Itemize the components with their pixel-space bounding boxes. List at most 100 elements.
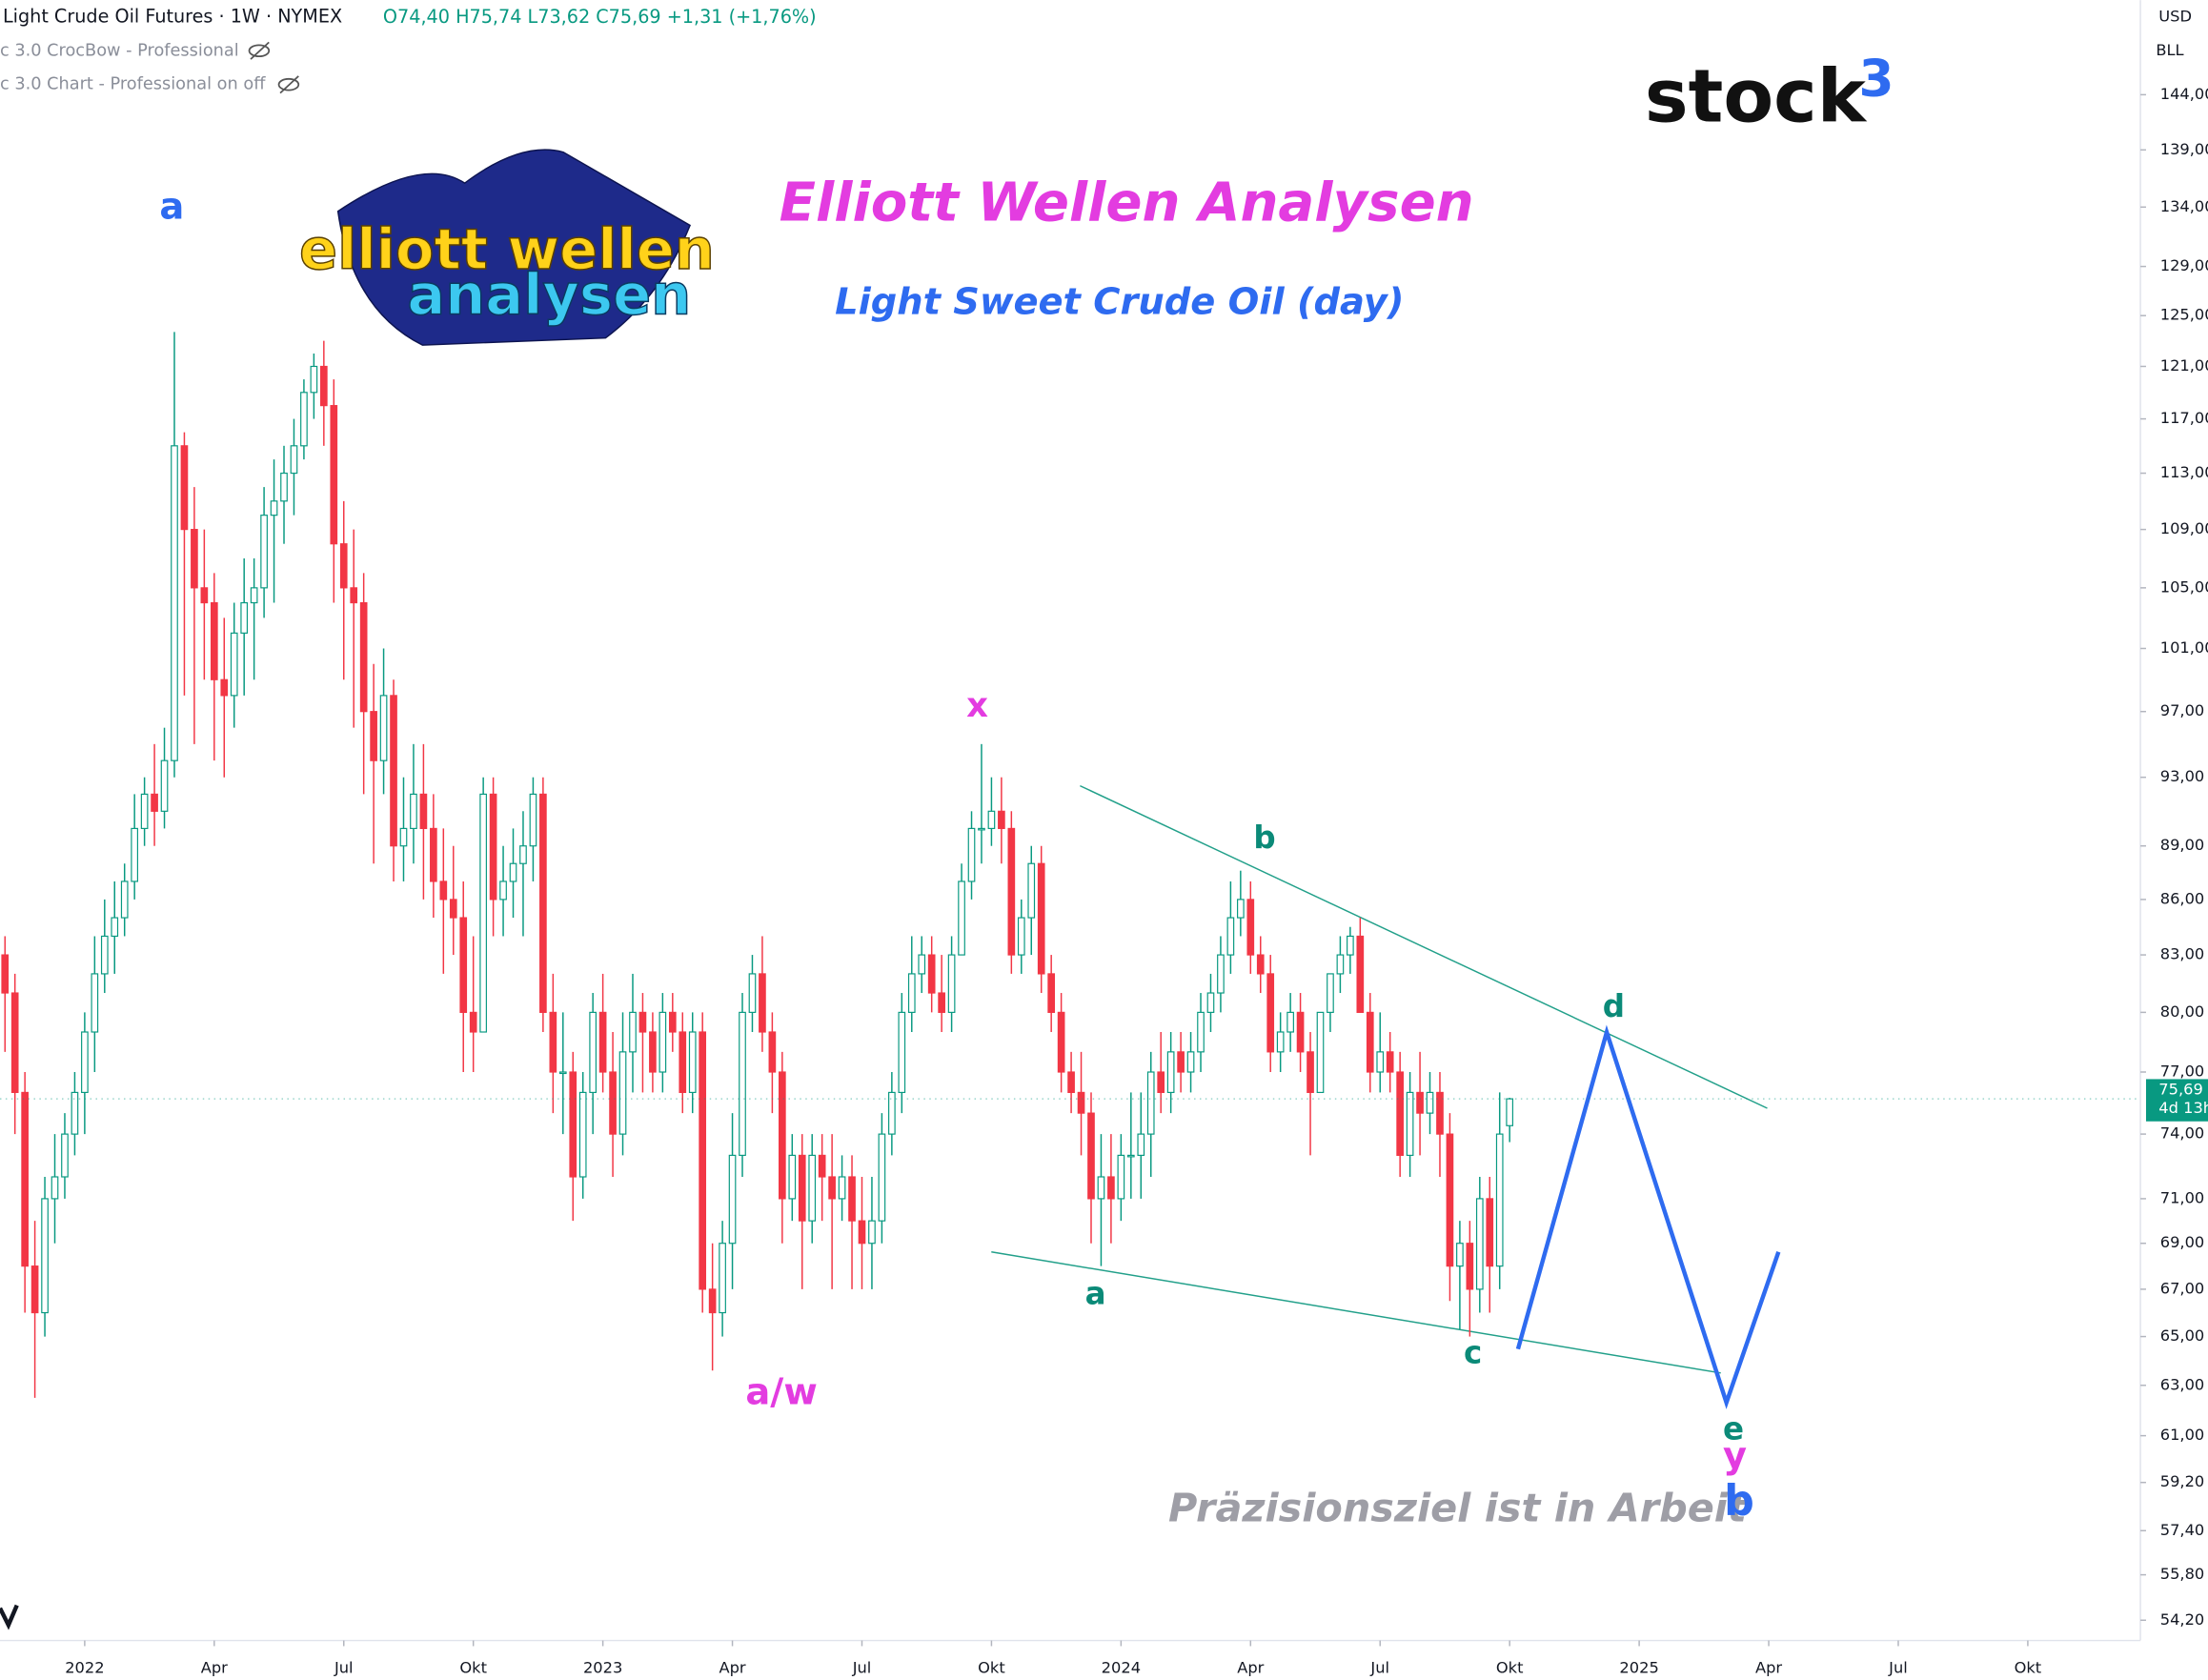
candle-body: [61, 1133, 69, 1178]
candle-body: [350, 587, 358, 604]
wave-label: c: [1464, 1335, 1482, 1371]
candle-body: [459, 917, 468, 1013]
candle-body: [878, 1133, 886, 1222]
candle-body: [1186, 1051, 1195, 1073]
candle-body: [410, 793, 417, 830]
x-tick-label: Apr: [1237, 1659, 1264, 1677]
wave-label: x: [966, 686, 988, 725]
unit[interactable]: BLL: [2156, 41, 2183, 59]
candle-body: [370, 711, 377, 761]
candle-body: [469, 1011, 477, 1033]
candle-body: [1307, 1051, 1314, 1094]
candle-body: [638, 1011, 647, 1033]
y-tick-label: 139,00: [2160, 140, 2208, 158]
candle-body: [210, 601, 218, 680]
x-tick-label: Jul: [1888, 1659, 1908, 1677]
candle-body: [1177, 1051, 1185, 1073]
candle-body: [280, 472, 288, 502]
currency[interactable]: USD: [2158, 7, 2192, 25]
x-tick-label: Okt: [2015, 1659, 2042, 1677]
candle-body: [898, 1011, 906, 1094]
close: C75,69: [596, 5, 660, 27]
candle-body: [171, 445, 178, 761]
y-tick-label: 74,00: [2160, 1124, 2205, 1143]
candle-body: [1097, 1176, 1105, 1200]
y-tick-label: 83,00: [2160, 945, 2205, 963]
candle-body: [818, 1154, 826, 1178]
candle-body: [529, 793, 537, 847]
candle-body: [1107, 1176, 1115, 1200]
candle-body: [589, 1011, 597, 1094]
y-tick-label: 117,00: [2160, 409, 2208, 427]
candle-body: [848, 1176, 856, 1222]
candle-body: [947, 954, 956, 1013]
candle-body: [668, 1011, 677, 1033]
candle-body: [1475, 1198, 1484, 1290]
x-tick-label: Jul: [1369, 1659, 1389, 1677]
candle-body: [1217, 954, 1225, 994]
y-tick-label: 93,00: [2160, 767, 2205, 785]
marks: [1, 332, 1514, 1398]
candle-body: [858, 1220, 866, 1245]
candle-body: [938, 992, 945, 1013]
candle-body: [390, 695, 397, 847]
candle-body: [1246, 899, 1255, 956]
candle-body: [1386, 1051, 1394, 1073]
candle-body: [1406, 1091, 1414, 1156]
candle-body: [978, 827, 985, 831]
note: Präzisionsziel ist in Arbeit: [1168, 1486, 1749, 1531]
candle-body: [330, 405, 338, 545]
candle-body: [270, 500, 278, 516]
candle-body: [888, 1091, 896, 1135]
x-tick-label: Apr: [201, 1659, 228, 1677]
y-tick-label: 125,00: [2160, 306, 2208, 324]
candle-body: [230, 632, 238, 697]
candle-body: [151, 793, 158, 812]
candle-body: [838, 1176, 846, 1200]
countdown: 4d 13h: [2158, 1099, 2208, 1117]
candle-body: [1067, 1071, 1075, 1094]
wave-label: a: [1085, 1276, 1106, 1312]
candle-body: [1495, 1133, 1504, 1267]
candle-body: [220, 678, 229, 697]
candle-body: [549, 1011, 557, 1073]
candle-body: [759, 973, 766, 1033]
y-tick-label: 121,00: [2160, 356, 2208, 374]
wave-label: a: [159, 185, 184, 228]
candle-body: [679, 1031, 687, 1094]
x-tick-label: 2022: [65, 1659, 104, 1677]
candle-body: [250, 587, 258, 604]
indicator: c 3.0 CrocBow - Professional: [0, 41, 239, 60]
high: H75,74: [456, 5, 521, 27]
candle-body: [569, 1071, 577, 1178]
y-tick-label: 65,00: [2160, 1326, 2205, 1345]
candle-body: [649, 1031, 657, 1073]
candle-body: [419, 793, 428, 830]
projection: [1515, 1024, 1781, 1409]
candle-body: [748, 973, 757, 1013]
indicator: c 3.0 Chart - Professional on off: [0, 75, 266, 94]
hide-icons[interactable]: [248, 41, 300, 94]
candle-body: [489, 793, 497, 901]
candle-body: [1347, 935, 1354, 956]
y-tick-label: 86,00: [2160, 889, 2205, 907]
candle-body: [1426, 1091, 1434, 1114]
wave-label: y: [1723, 1434, 1747, 1477]
y-tick-label: 59,20: [2160, 1472, 2205, 1490]
logo-text: analysen: [407, 261, 691, 327]
y-tick-label: 113,00: [2160, 463, 2208, 481]
candle-body: [1376, 1051, 1385, 1073]
y-tick-label: 61,00: [2160, 1426, 2205, 1444]
x-tick-label: Okt: [459, 1659, 487, 1677]
wave-label: b: [1724, 1477, 1754, 1526]
candle-body: [1137, 1133, 1145, 1156]
candle-body: [140, 793, 149, 830]
candle-body: [609, 1071, 617, 1135]
candle-body: [1126, 1154, 1135, 1158]
candle-body: [598, 1011, 607, 1073]
candle-body: [808, 1154, 817, 1222]
candle-body: [1366, 1011, 1374, 1073]
y-tick-label: 129,00: [2160, 256, 2208, 274]
candle-body: [379, 695, 388, 761]
candle-body: [728, 1154, 737, 1245]
